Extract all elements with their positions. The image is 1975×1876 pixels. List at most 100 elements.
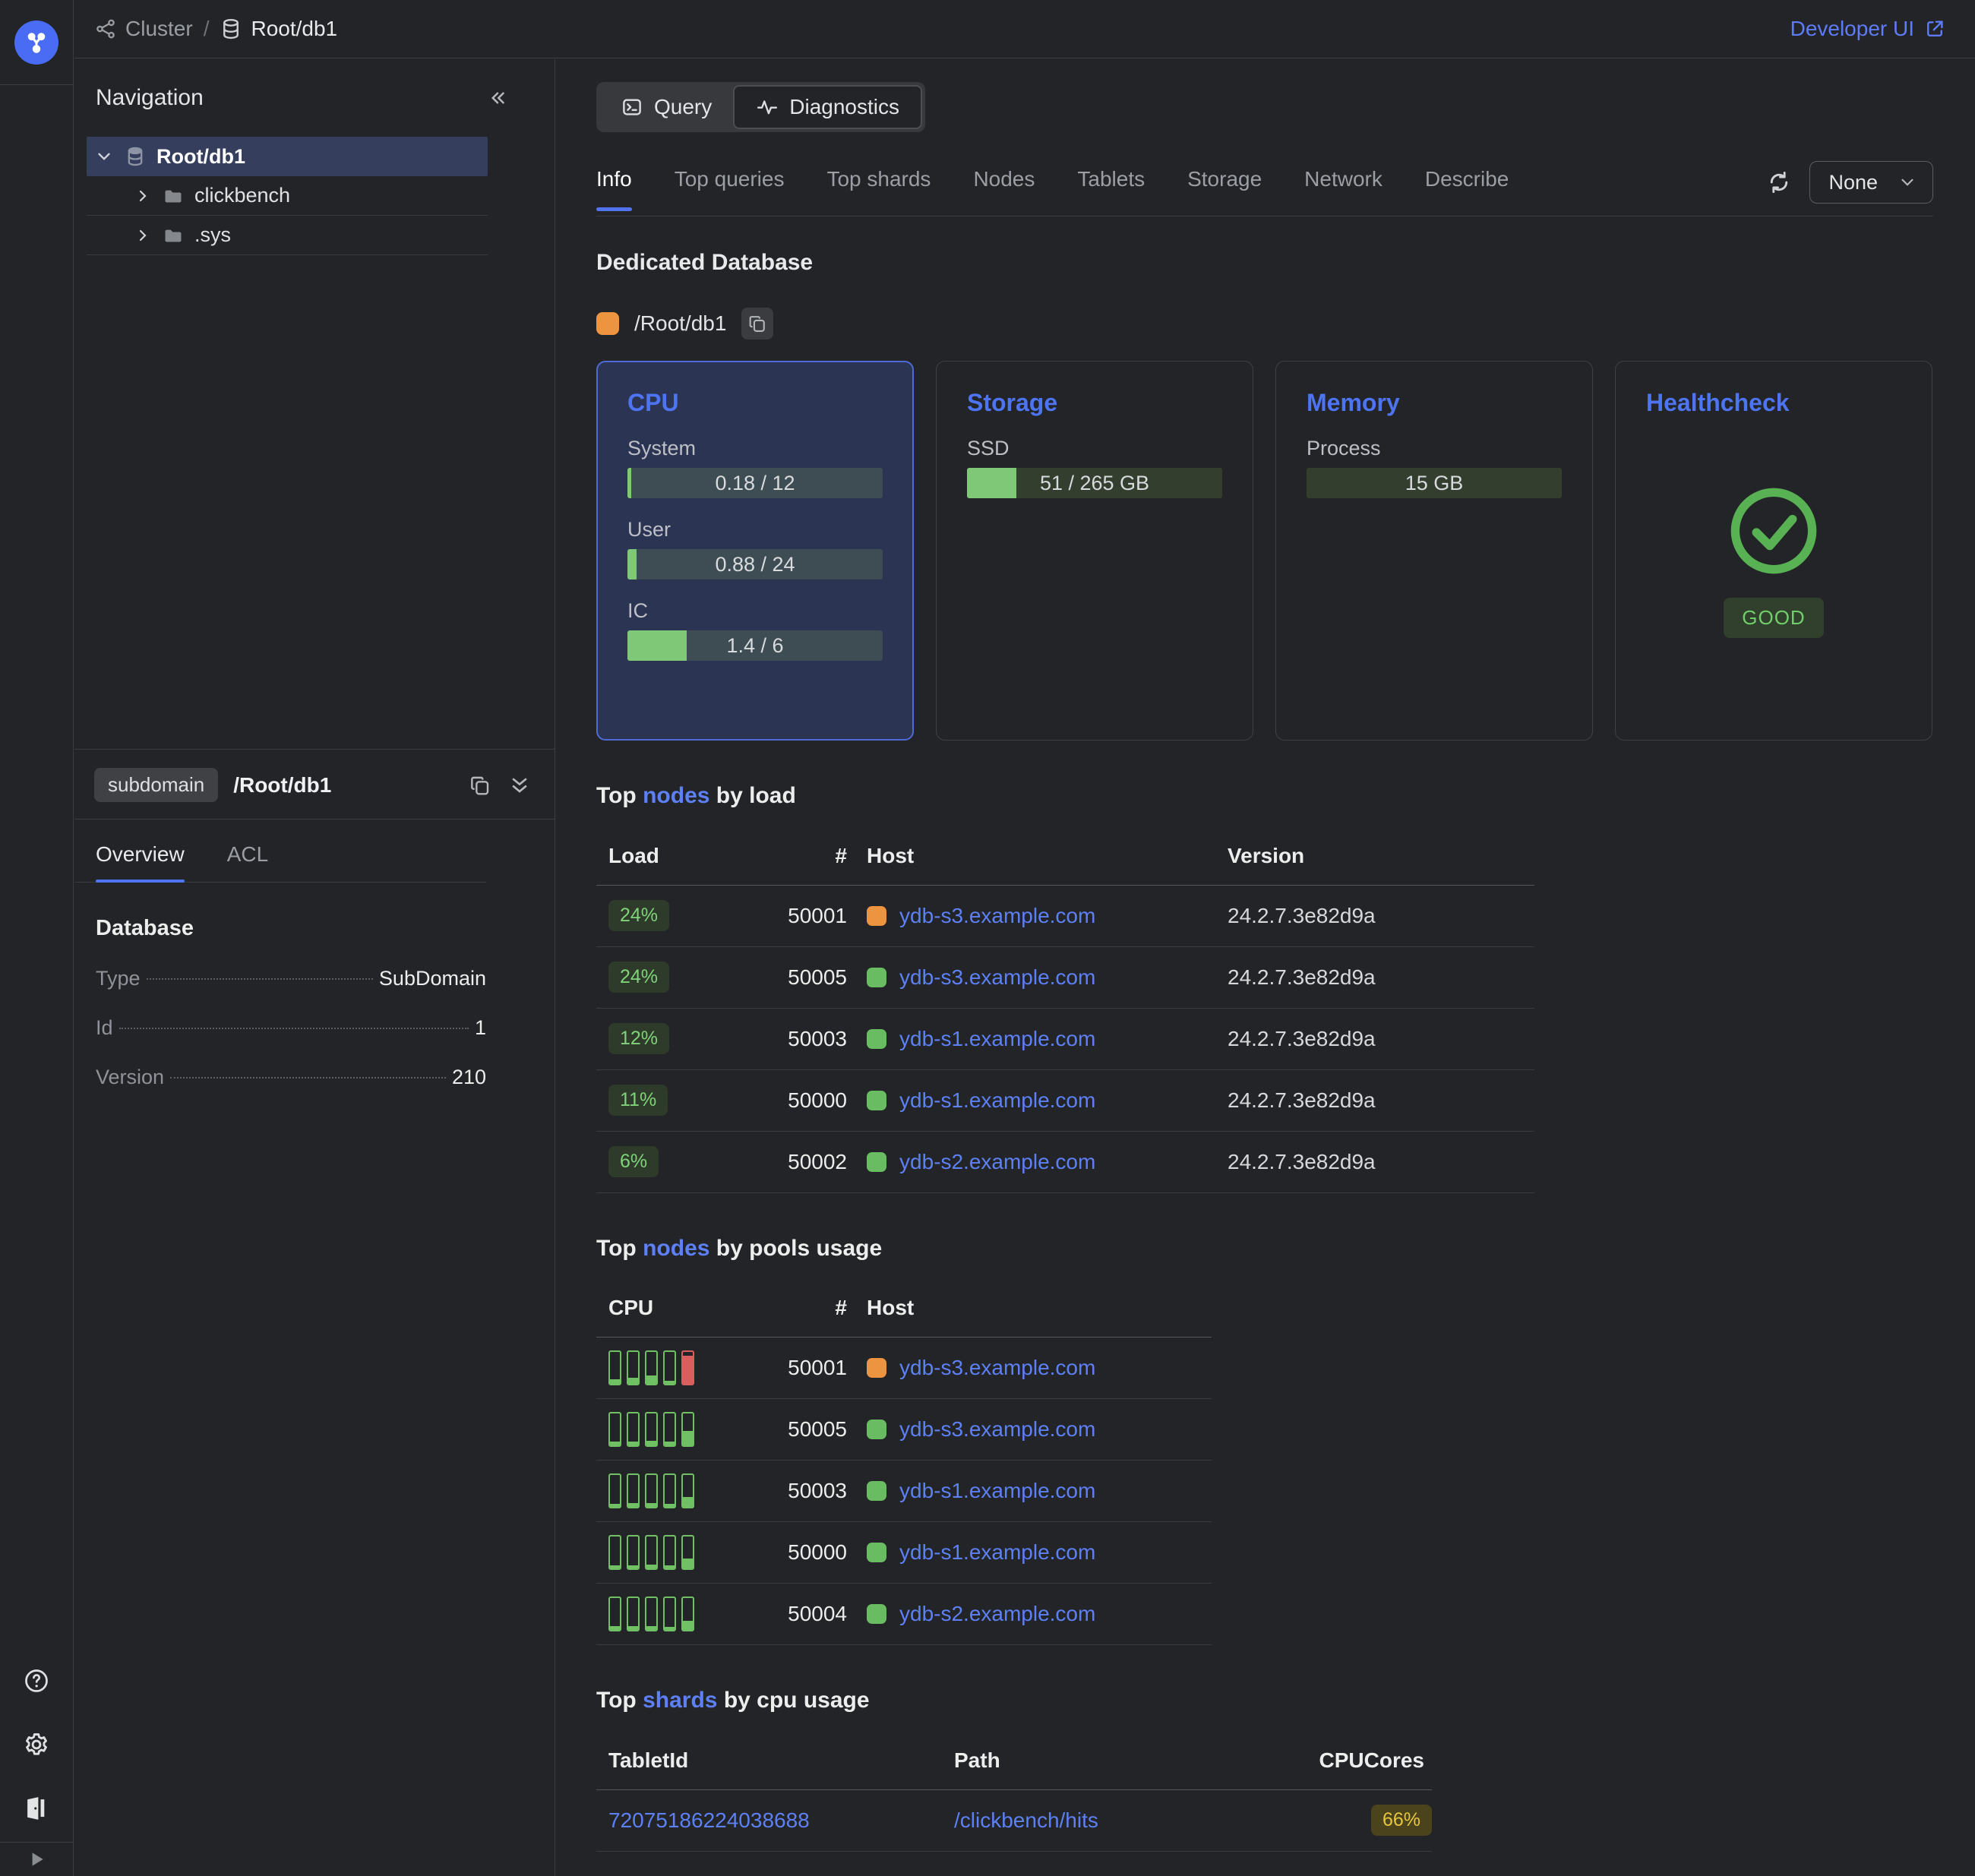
external-link-icon [1927, 21, 1943, 36]
col-cpucores[interactable]: CPUCores [1307, 1732, 1432, 1790]
autorefresh-value: None [1828, 170, 1878, 194]
chevron-down-icon[interactable] [94, 147, 114, 166]
copy-database-path-button[interactable] [741, 308, 774, 340]
col-tabletid[interactable]: TabletId [596, 1732, 942, 1790]
node-id: 50004 [733, 1583, 855, 1645]
pool-bar [608, 1535, 621, 1570]
database-path: /Root/db1 [634, 311, 727, 335]
refresh-button[interactable] [1765, 169, 1793, 196]
ydb-logo[interactable] [14, 20, 58, 65]
cpu-card[interactable]: CPU System 0.18 / 12 User 0.88 / 24 IC 1… [596, 361, 914, 741]
col-number[interactable]: # [733, 827, 855, 886]
host-link[interactable]: ydb-s3.example.com [899, 903, 1096, 927]
chevron-right-icon[interactable] [134, 187, 152, 205]
tab-nodes[interactable]: Nodes [973, 167, 1035, 191]
tab-overview[interactable]: Overview [96, 842, 185, 883]
sidebar: Navigation Root/db1 clic [74, 59, 555, 1876]
settings-gear-icon[interactable] [0, 1713, 74, 1777]
table-header-row: CPU # Host [596, 1279, 1212, 1338]
tree-item-clickbench[interactable]: clickbench [87, 176, 488, 216]
metric-label: IC [627, 599, 648, 622]
tree-item-sys[interactable]: .sys [87, 216, 488, 255]
version-text: 24.2.7.3e82d9a [1228, 1026, 1376, 1050]
shards-link[interactable]: shards [643, 1688, 718, 1713]
chevron-right-icon[interactable] [134, 226, 152, 245]
mode-query[interactable]: Query [599, 85, 733, 129]
dotted-leader [170, 1077, 446, 1079]
col-load[interactable]: Load [596, 827, 733, 886]
version-text: 24.2.7.3e82d9a [1228, 903, 1376, 927]
table-row: 6% 50002 ydb-s2.example.com 24.2.7.3e82d9a [596, 1131, 1534, 1193]
info-label: Type [96, 967, 141, 990]
object-summary-header: subdomain /Root/db1 [74, 750, 555, 820]
mode-diagnostics[interactable]: Diagnostics [733, 85, 922, 129]
developer-ui-link[interactable]: Developer UI [1790, 17, 1946, 41]
tab-top-shards[interactable]: Top shards [826, 167, 931, 191]
host-cell: ydb-s1.example.com [867, 1027, 1215, 1051]
node-status-square [867, 1604, 886, 1624]
host-cell: ydb-s3.example.com [867, 904, 1215, 928]
help-icon[interactable] [0, 1649, 74, 1713]
pool-bar [627, 1596, 640, 1631]
host-link[interactable]: ydb-s3.example.com [899, 1356, 1096, 1379]
pool-bar [663, 1535, 676, 1570]
progress-bar-ic: 1.4 / 6 [627, 630, 883, 661]
account-door-icon[interactable] [0, 1777, 74, 1840]
node-status-square [867, 1358, 886, 1378]
nodes-link[interactable]: nodes [643, 1235, 710, 1261]
tab-tablets[interactable]: Tablets [1077, 167, 1146, 191]
tab-top-queries[interactable]: Top queries [674, 167, 785, 191]
host-link[interactable]: ydb-s1.example.com [899, 1088, 1096, 1112]
metric-label: System [627, 437, 697, 460]
col-number[interactable]: # [733, 1279, 855, 1338]
host-link[interactable]: ydb-s1.example.com [899, 1479, 1096, 1502]
col-host[interactable]: Host [855, 1279, 1212, 1338]
load-badge: 24% [608, 962, 670, 993]
info-row-version: Version 210 [96, 1066, 486, 1089]
copy-path-button[interactable] [468, 773, 492, 797]
pool-bar [681, 1473, 694, 1508]
overview-body: Database Type SubDomain Id 1 Version 210 [74, 883, 555, 1089]
refresh-icon [1771, 171, 1788, 194]
folder-icon [165, 229, 182, 242]
col-host[interactable]: Host [855, 827, 1215, 886]
node-status-square [867, 1420, 886, 1439]
tab-network[interactable]: Network [1304, 167, 1382, 191]
tab-storage[interactable]: Storage [1187, 167, 1262, 191]
host-link[interactable]: ydb-s3.example.com [899, 1417, 1096, 1441]
pool-bar [645, 1473, 658, 1508]
node-status-square [867, 1151, 886, 1172]
host-link[interactable]: ydb-s1.example.com [899, 1540, 1096, 1564]
collapse-sidebar-button[interactable] [486, 87, 509, 109]
host-link[interactable]: ydb-s1.example.com [899, 1026, 1096, 1050]
autorefresh-select[interactable]: None [1809, 161, 1933, 204]
col-cpu[interactable]: CPU [596, 1279, 733, 1338]
expand-summary-button[interactable] [507, 773, 532, 797]
load-badge: 24% [608, 900, 670, 931]
pool-bar [608, 1473, 621, 1508]
host-link[interactable]: ydb-s3.example.com [899, 965, 1096, 989]
host-link[interactable]: ydb-s2.example.com [899, 1602, 1096, 1625]
navigation-title: Navigation [96, 85, 204, 110]
pool-usage-bars [608, 1473, 733, 1508]
tablet-id-link[interactable]: 72075186224038688 [608, 1808, 810, 1832]
pool-bar [681, 1596, 694, 1631]
breadcrumb-entity[interactable]: Root/db1 [220, 17, 337, 41]
top-nodes-by-load-table: Load # Host Version 24% 50001 ydb-s3.examp… [596, 827, 1534, 1193]
memory-card[interactable]: Memory Process 15 GB [1275, 361, 1593, 741]
breadcrumb-cluster[interactable]: Cluster [94, 17, 193, 41]
node-status-square [867, 905, 886, 926]
tab-acl[interactable]: ACL [226, 842, 269, 866]
tab-info[interactable]: Info [596, 167, 632, 211]
col-version[interactable]: Version [1215, 827, 1534, 886]
storage-card[interactable]: Storage SSD 51 / 265 GB [936, 361, 1253, 741]
healthcheck-card[interactable]: Healthcheck GOOD [1615, 361, 1932, 741]
shard-path-link[interactable]: /clickbench/hits [954, 1808, 1098, 1832]
rail-bottom [0, 1649, 73, 1876]
nodes-link[interactable]: nodes [643, 783, 710, 808]
tab-describe[interactable]: Describe [1424, 167, 1509, 191]
tree-item-root[interactable]: Root/db1 [87, 137, 488, 176]
col-path[interactable]: Path [942, 1732, 1307, 1790]
expand-panel-button[interactable] [0, 1843, 73, 1876]
host-link[interactable]: ydb-s2.example.com [899, 1149, 1096, 1173]
